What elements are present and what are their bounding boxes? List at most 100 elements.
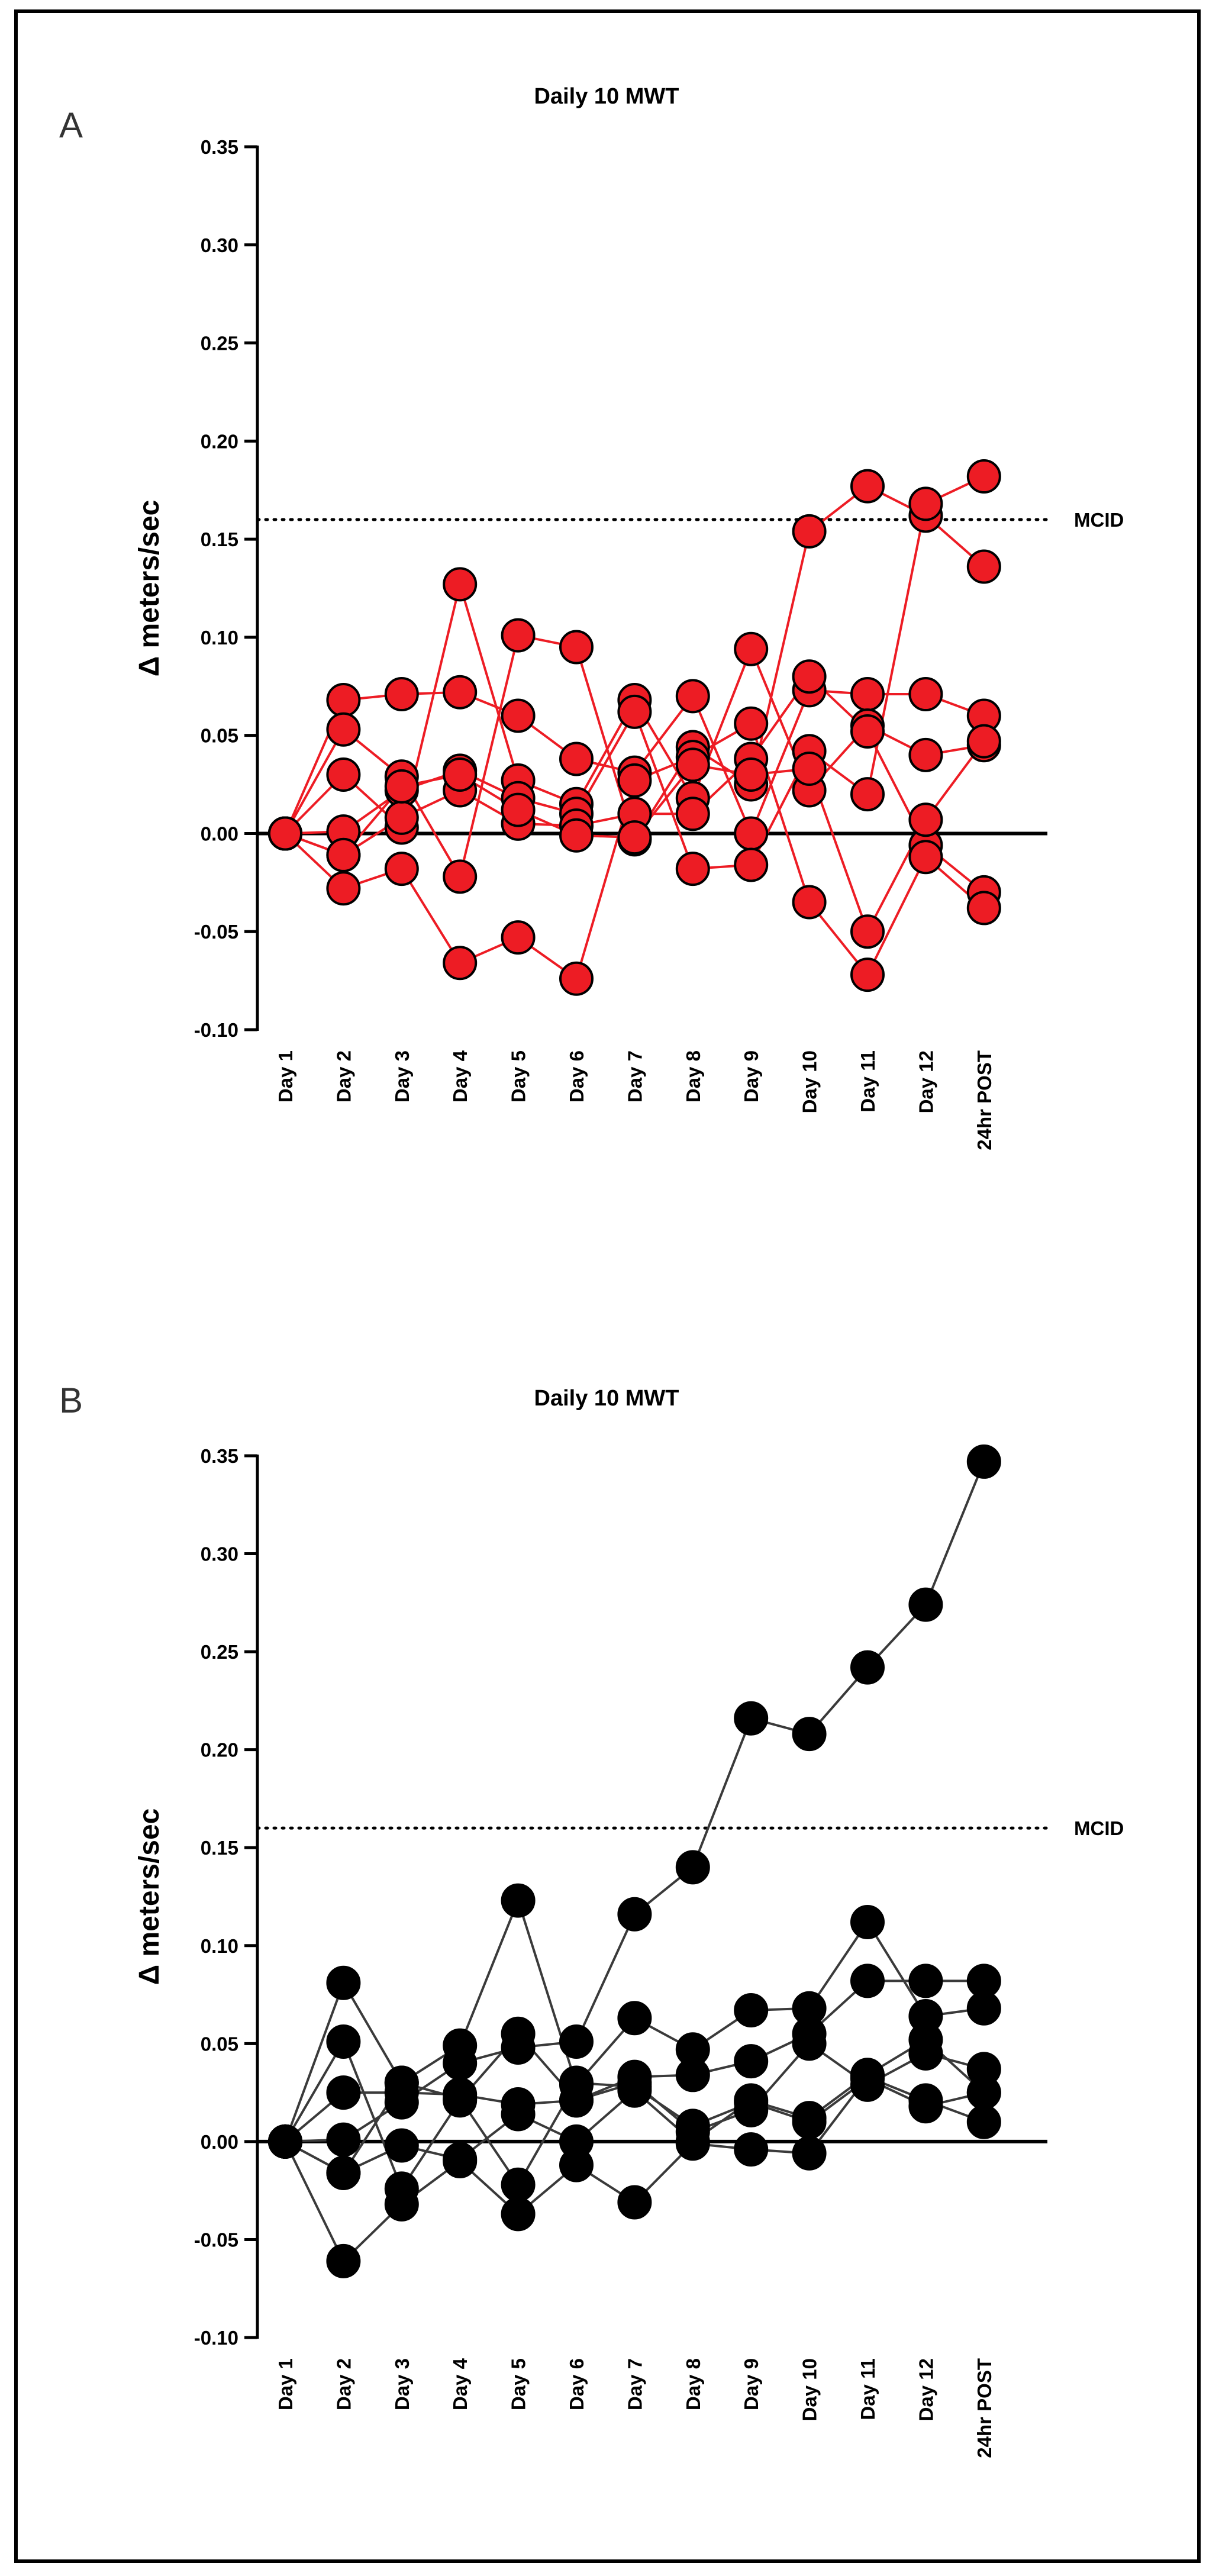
data-point [792,885,827,920]
x-tick-label: Day 11 [857,2358,879,2420]
y-tick-label: 0.25 [201,1641,238,1663]
panel-a-x-ticks: Day 1 Day 2 Day 3 Day 4 Day 5 Day 6 Day 7 Day 8… [275,1050,995,1150]
data-point [326,1965,361,2000]
data-point [384,852,419,886]
data-point [966,891,1001,926]
data-point [501,1883,536,1918]
panel-a-chart: A Daily 10 MWT Δ meters/sec 0.35 0.30 0.25… [59,84,1124,1150]
data-point [966,1444,1001,1479]
panel-b-data-points [268,1444,1001,2278]
y-tick-label: 0.15 [201,1837,238,1859]
data-point [384,769,419,804]
panel-a-data-points [268,459,1001,996]
y-tick-label: 0.00 [201,2131,238,2153]
y-tick-label: 0.05 [201,725,238,747]
data-point [966,2104,1001,2139]
panel-b-axes [256,1455,1047,2339]
data-point [675,2108,710,2143]
x-tick-label: Day 5 [508,2358,530,2410]
x-tick-label: Day 8 [682,2358,704,2410]
data-point [384,2187,419,2222]
panel-b-title: Daily 10 MWT [534,1386,679,1411]
data-point [850,1905,885,1940]
x-tick-label: Day 12 [915,1050,937,1113]
data-point [501,2167,536,2202]
data-point [326,2075,361,2110]
x-tick-label: Day 7 [624,1050,646,1102]
y-tick-label: 0.00 [201,823,238,844]
panel-b-mcid-label: MCID [1074,1817,1124,1839]
data-point [850,2061,885,2096]
data-point [908,802,943,837]
data-point [675,852,710,886]
data-point [617,2001,652,2036]
panel-b-chart: B Daily 10 MWT Δ meters/sec 0.35 0.30 0.25… [59,1381,1124,2458]
x-tick-label: Day 9 [740,2358,762,2410]
data-point [326,682,361,717]
x-tick-label: Day 4 [449,1050,471,1102]
y-tick-label: -0.05 [194,921,238,943]
x-tick-label: Day 3 [391,2358,413,2410]
data-point [966,459,1001,494]
data-point [792,514,827,549]
data-point [850,957,885,992]
x-tick-label: Day 1 [275,1050,296,1102]
data-point [384,2128,419,2163]
y-tick-label: 0.30 [201,234,238,256]
data-point [443,2081,478,2116]
data-point [268,2124,302,2159]
data-point [501,792,536,827]
data-point [734,2044,769,2079]
data-point [443,859,478,894]
data-point [443,567,478,602]
data-point [559,2065,594,2100]
data-point [617,2069,652,2104]
y-tick-label: 0.30 [201,1543,238,1565]
data-point [559,2148,594,2182]
data-point [792,2136,827,2171]
data-point [617,2185,652,2220]
data-point [850,714,885,749]
data-point [675,747,710,782]
data-point [501,2097,536,2132]
y-tick-label: 0.05 [201,2033,238,2055]
data-point [559,630,594,665]
data-point [675,2058,710,2093]
y-tick-label: 0.25 [201,333,238,354]
data-point [850,1650,885,1685]
x-tick-label: Day 1 [275,2358,296,2410]
x-tick-label: Day 4 [449,2358,471,2410]
x-tick-label: Day 11 [857,1050,879,1113]
data-point [908,737,943,772]
data-point [675,1850,710,1885]
data-point [443,2028,478,2063]
panel-b-y-axis-label: Δ meters/sec [134,1808,165,1985]
data-point [792,752,827,786]
data-point [326,712,361,747]
data-point [850,1964,885,1998]
y-tick-label: -0.10 [194,2327,238,2349]
data-point [501,698,536,733]
panel-a-y-axis-label: Δ meters/sec [134,500,165,677]
data-point [559,961,594,996]
data-point [850,677,885,712]
data-point [326,837,361,872]
data-point [734,2132,769,2167]
y-tick-label: 0.10 [201,1935,238,1957]
data-point [443,757,478,792]
x-tick-label: Day 6 [566,1050,588,1102]
data-point [734,2085,769,2120]
x-tick-label: 24hr POST [973,1050,995,1150]
data-point [501,618,536,653]
x-tick-label: Day 5 [508,1050,530,1102]
data-point [326,2122,361,2157]
data-point [559,818,594,853]
y-tick-label: 0.20 [201,1739,238,1761]
data-point [443,675,478,710]
data-point [617,763,652,798]
data-point [617,1897,652,1932]
figure-frame [14,9,1201,2563]
data-point [675,679,710,714]
data-point [734,1993,769,2028]
